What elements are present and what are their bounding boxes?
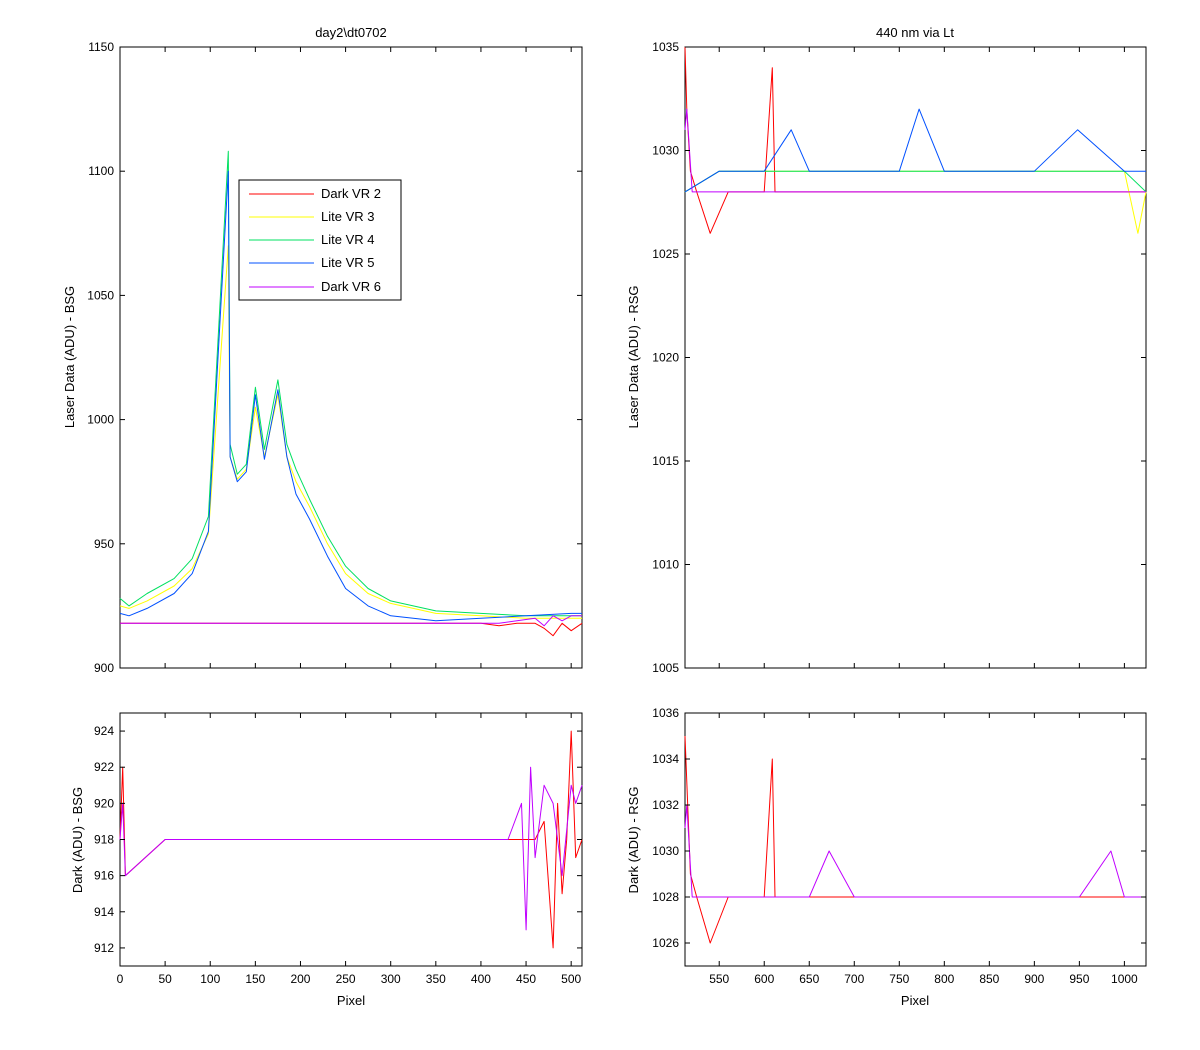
- series-group-top-right: [684, 46, 1147, 234]
- x-tick-label: 600: [754, 972, 774, 986]
- series-line-dark-vr-6: [119, 766, 583, 931]
- y-tick-label: 916: [94, 869, 114, 883]
- ticks-group-top-right: 1005 1010 1015 1020 1025 1030 1035: [652, 40, 1146, 675]
- legend: Dark VR 2 Lite VR 3 Lite VR 4 Lite VR 5 …: [238, 179, 402, 301]
- y-tick-label: 920: [94, 796, 114, 810]
- y-tick-label: 1100: [88, 164, 114, 178]
- y-axis-label-bottom-right: Dark (ADU) - RSG: [626, 787, 641, 894]
- axes-bottom-left: 0 50 100 150 200 250 300 350 400 450 500 912 914 916 9…: [70, 712, 583, 1008]
- x-tick-label: 650: [799, 972, 819, 986]
- y-tick-label: 1000: [87, 413, 114, 427]
- series-group-bottom-left: [119, 730, 583, 949]
- y-tick-label: 1026: [652, 936, 679, 950]
- x-tick-label: 800: [934, 972, 954, 986]
- legend-label: Dark VR 2: [321, 186, 381, 201]
- x-tick-label: 950: [1069, 972, 1089, 986]
- x-tick-label: 1000: [1111, 972, 1138, 986]
- y-tick-label: 918: [94, 833, 114, 847]
- series-line-lite-vr-3: [119, 245, 582, 619]
- y-tick-label: 1030: [652, 144, 679, 158]
- x-tick-label: 900: [1024, 972, 1044, 986]
- y-tick-label: 1010: [652, 558, 679, 572]
- ticks-group-bottom-right: 550 600 650 700 750 800 850 900 950 1000 1026 1028 1…: [652, 706, 1146, 986]
- y-tick-label: 1150: [88, 40, 114, 54]
- y-axis-label-bottom-left: Dark (ADU) - BSG: [70, 787, 85, 893]
- ticks-group-top-left: 900 950 1000 1050 1100 1150: [87, 40, 582, 675]
- x-tick-label: 550: [709, 972, 729, 986]
- y-tick-label: 1034: [652, 752, 679, 766]
- legend-label: Lite VR 5: [321, 255, 374, 270]
- chart-title-top-left: day2\dt0702: [315, 25, 387, 40]
- legend-entry: Lite VR 4: [249, 232, 374, 247]
- plot-area-top-right: [684, 46, 1147, 669]
- x-tick-label: 150: [245, 972, 265, 986]
- y-tick-label: 1015: [652, 454, 679, 468]
- legend-label: Dark VR 6: [321, 279, 381, 294]
- legend-label: Lite VR 3: [321, 209, 374, 224]
- axes-bottom-right: 550 600 650 700 750 800 850 900 950 1000 1026 1028 1…: [626, 706, 1147, 1008]
- y-tick-label: 1036: [652, 706, 679, 720]
- y-tick-label: 1032: [652, 798, 679, 812]
- series-line-lite-vr-5: [684, 108, 1146, 193]
- y-axis-label-top-right: Laser Data (ADU) - RSG: [626, 285, 641, 428]
- series-group-top-left: [119, 150, 583, 637]
- legend-entry: Lite VR 3: [249, 209, 374, 224]
- legend-entry: Dark VR 2: [249, 186, 381, 201]
- y-tick-label: 1050: [87, 288, 114, 302]
- axes-top-right: 1005 1010 1015 1020 1025 1030 1035 440 nm via …: [626, 25, 1147, 675]
- ticks-group-bottom-left: 0 50 100 150 200 250 300 350 400 450 500 912 914 916 9…: [94, 713, 582, 986]
- x-tick-label: 500: [561, 972, 581, 986]
- x-tick-label: 0: [117, 972, 124, 986]
- x-tick-label: 300: [381, 972, 401, 986]
- legend-entry: Dark VR 6: [249, 279, 381, 294]
- x-tick-label: 700: [844, 972, 864, 986]
- y-tick-label: 1030: [652, 844, 679, 858]
- series-line-dark-vr-6: [684, 108, 1146, 193]
- series-line-lite-vr-4: [119, 150, 582, 617]
- chart-title-top-right: 440 nm via Lt: [876, 25, 954, 40]
- y-tick-label: 1020: [652, 351, 679, 365]
- y-axis-label-top-left: Laser Data (ADU) - BSG: [62, 286, 77, 428]
- plot-area-top-left: [119, 46, 583, 669]
- y-tick-label: 1028: [652, 890, 679, 904]
- y-tick-label: 950: [94, 537, 114, 551]
- plot-area-bottom-right: [684, 712, 1147, 967]
- y-tick-label: 912: [94, 941, 114, 955]
- y-tick-label: 900: [94, 661, 114, 675]
- x-tick-label: 350: [426, 972, 446, 986]
- series-line-dark-vr-6: [684, 804, 1146, 898]
- x-tick-label: 200: [290, 972, 310, 986]
- x-tick-label: 850: [979, 972, 999, 986]
- y-tick-label: 1005: [652, 661, 679, 675]
- legend-entry: Lite VR 5: [249, 255, 374, 270]
- x-tick-label: 50: [158, 972, 172, 986]
- y-tick-label: 922: [94, 760, 114, 774]
- legend-label: Lite VR 4: [321, 232, 374, 247]
- axes-top-left: 900 950 1000 1050 1100 1150 day2\dt0702 Laser…: [62, 25, 583, 675]
- series-line-lite-vr-5: [119, 170, 582, 622]
- series-group-bottom-right: [684, 735, 1146, 944]
- x-tick-label: 450: [516, 972, 536, 986]
- x-axis-label-bottom-left: Pixel: [337, 993, 365, 1008]
- series-line-dark-vr-6: [120, 615, 582, 627]
- x-tick-label: 100: [200, 972, 220, 986]
- y-tick-label: 1035: [652, 40, 679, 54]
- y-tick-label: 924: [94, 724, 114, 738]
- y-tick-label: 1025: [652, 247, 679, 261]
- x-tick-label: 750: [889, 972, 909, 986]
- x-tick-label: 400: [471, 972, 491, 986]
- x-axis-label-bottom-right: Pixel: [901, 993, 929, 1008]
- y-tick-label: 914: [94, 905, 114, 919]
- x-tick-label: 250: [336, 972, 356, 986]
